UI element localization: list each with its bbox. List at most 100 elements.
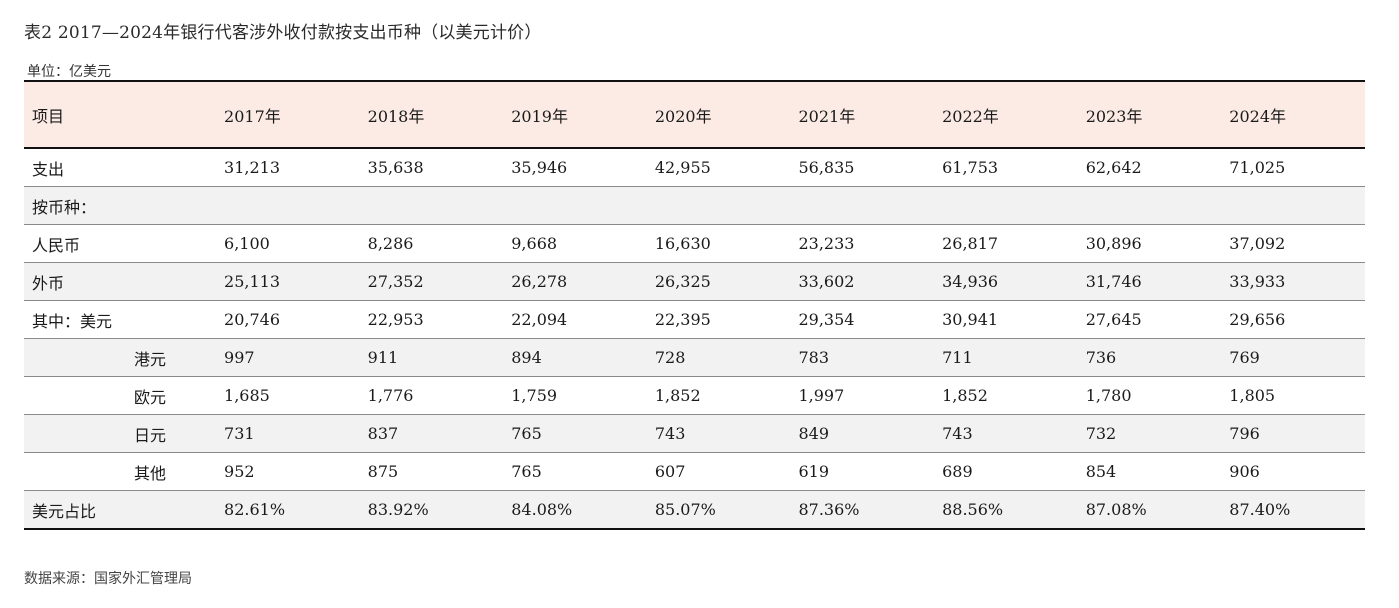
row-label: 按币种： <box>24 186 217 225</box>
table-cell: 25,113 <box>216 262 360 301</box>
table-cell: 88.56% <box>934 490 1078 530</box>
table-cell: 854 <box>1077 452 1222 491</box>
table-cell: 87.36% <box>790 490 935 530</box>
row-label: 其他 <box>24 452 217 491</box>
table-cell: 33,602 <box>790 262 935 301</box>
table-cell: 731 <box>216 414 360 453</box>
table-row-foreign-currency: 外币 25,113 27,352 26,278 26,325 33,602 34… <box>24 262 1365 301</box>
unit-label: 单位：亿美元 <box>27 64 111 80</box>
header-2022: 2022年 <box>942 106 999 126</box>
table-cell: 26,325 <box>646 262 791 301</box>
table-row-usd: 其中：美元 20,746 22,953 22,094 22,395 29,354… <box>24 300 1365 339</box>
table-cell <box>1077 186 1222 225</box>
row-label: 欧元 <box>24 376 217 415</box>
data-source-note: 数据来源：国家外汇管理局 <box>24 571 192 587</box>
table-cell: 71,025 <box>1221 148 1365 187</box>
table-cell <box>790 186 935 225</box>
table-cell <box>359 186 504 225</box>
table-cell: 37,092 <box>1221 224 1365 263</box>
table-cell <box>216 186 360 225</box>
table-cell: 1,805 <box>1221 376 1365 415</box>
table-cell <box>934 186 1078 225</box>
table-cell: 34,936 <box>934 262 1078 301</box>
table-cell: 87.40% <box>1221 490 1365 530</box>
table-row-jpy: 日元 731 837 765 743 849 743 732 796 <box>24 414 1365 453</box>
header-2018: 2018年 <box>367 106 425 126</box>
header-2019: 2019年 <box>511 106 568 126</box>
table-cell: 1,759 <box>503 376 647 415</box>
table-cell: 87.08% <box>1077 490 1222 530</box>
table-cell: 35,946 <box>503 148 647 187</box>
table-cell: 8,286 <box>359 224 504 263</box>
table-cell: 783 <box>790 338 935 377</box>
row-label: 人民币 <box>24 224 217 263</box>
table-cell: 29,354 <box>790 300 935 339</box>
table-cell: 1,685 <box>216 376 360 415</box>
table-header-row: 项目 2017年 2018年 2019年 2020年 2021年 2022年 2… <box>24 81 1365 148</box>
table-cell: 31,746 <box>1077 262 1222 301</box>
table-cell: 875 <box>359 452 504 491</box>
table-cell: 837 <box>359 414 504 453</box>
table-cell: 1,852 <box>646 376 791 415</box>
table-cell: 769 <box>1221 338 1365 377</box>
table-cell: 906 <box>1221 452 1365 491</box>
table-row-usd-share: 美元占比 82.61% 83.92% 84.08% 85.07% 87.36% … <box>24 490 1365 530</box>
table-cell <box>646 186 791 225</box>
header-2020: 2020年 <box>654 106 712 126</box>
table-cell: 35,638 <box>359 148 504 187</box>
table-cell: 82.61% <box>216 490 360 530</box>
table-cell: 33,933 <box>1221 262 1365 301</box>
table-cell: 732 <box>1077 414 1222 453</box>
table-cell: 29,656 <box>1221 300 1365 339</box>
table-cell <box>1221 186 1365 225</box>
table-cell: 31,213 <box>216 148 360 187</box>
table-cell: 711 <box>934 338 1078 377</box>
row-label: 日元 <box>24 414 217 453</box>
table-cell: 23,233 <box>790 224 935 263</box>
header-2017: 2017年 <box>224 106 281 126</box>
row-label: 外币 <box>24 262 217 301</box>
table-row-hkd: 港元 997 911 894 728 783 711 736 769 <box>24 338 1365 377</box>
table-cell: 22,395 <box>646 300 791 339</box>
table-cell: 997 <box>216 338 360 377</box>
row-label: 支出 <box>24 148 217 187</box>
table-cell: 849 <box>790 414 935 453</box>
row-label: 其中：美元 <box>24 300 217 339</box>
table-cell: 16,630 <box>646 224 791 263</box>
table-row-expenditure: 支出 31,213 35,638 35,946 42,955 56,835 61… <box>24 148 1365 187</box>
table-cell: 22,094 <box>503 300 647 339</box>
table-cell: 1,997 <box>790 376 935 415</box>
table-row-by-currency: 按币种： <box>24 186 1365 225</box>
table-cell <box>503 186 647 225</box>
table-cell: 1,780 <box>1077 376 1222 415</box>
header-item: 项目 <box>32 106 65 126</box>
row-label: 美元占比 <box>24 490 217 530</box>
table-cell: 20,746 <box>216 300 360 339</box>
table-cell: 27,645 <box>1077 300 1222 339</box>
table-cell: 26,817 <box>934 224 1078 263</box>
table-cell: 27,352 <box>359 262 504 301</box>
table-cell: 765 <box>503 452 647 491</box>
table-cell: 30,941 <box>934 300 1078 339</box>
table-cell: 1,776 <box>359 376 504 415</box>
table-row-eur: 欧元 1,685 1,776 1,759 1,852 1,997 1,852 1… <box>24 376 1365 415</box>
table-cell: 30,896 <box>1077 224 1222 263</box>
table-title: 表2 2017—2024年银行代客涉外收付款按支出币种（以美元计价） <box>24 23 542 43</box>
table-cell: 894 <box>503 338 647 377</box>
table-cell: 607 <box>646 452 791 491</box>
header-2023: 2023年 <box>1085 106 1143 126</box>
table-cell: 619 <box>790 452 935 491</box>
table-cell: 42,955 <box>646 148 791 187</box>
table-cell: 26,278 <box>503 262 647 301</box>
table-cell: 743 <box>934 414 1078 453</box>
table-cell: 728 <box>646 338 791 377</box>
header-2021: 2021年 <box>798 106 856 126</box>
table-cell: 6,100 <box>216 224 360 263</box>
table-cell: 85.07% <box>646 490 791 530</box>
table-cell: 1,852 <box>934 376 1078 415</box>
row-label: 港元 <box>24 338 217 377</box>
table-cell: 61,753 <box>934 148 1078 187</box>
table-cell: 689 <box>934 452 1078 491</box>
table-cell: 83.92% <box>359 490 504 530</box>
table-cell: 765 <box>503 414 647 453</box>
